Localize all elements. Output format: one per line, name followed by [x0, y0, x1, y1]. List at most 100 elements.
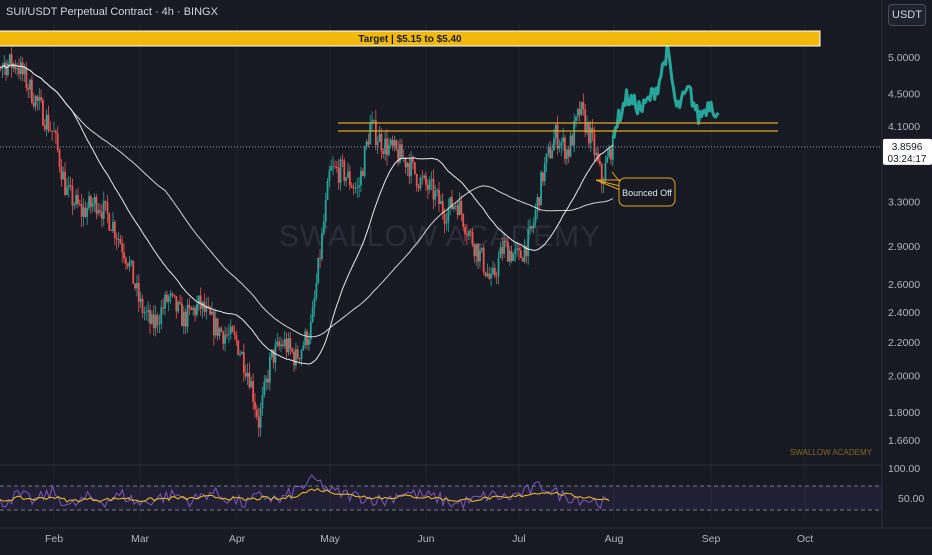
price-axis-tick: 2.0000: [888, 370, 920, 382]
candle-body: [575, 116, 577, 121]
current-price-value: 3.8596: [892, 142, 923, 153]
candle-body: [47, 114, 50, 131]
candle-body: [192, 307, 195, 310]
rsi-line: [0, 474, 610, 510]
candle-body: [186, 304, 189, 327]
candle-body: [578, 108, 581, 115]
candle-body: [84, 207, 87, 217]
candle-body: [608, 148, 610, 157]
price-axis-tick: 2.4000: [888, 307, 920, 319]
candle-body: [404, 157, 407, 168]
candle-body: [23, 67, 26, 75]
candle-body: [257, 416, 260, 428]
brand-label: SWALLOW ACADEMY: [790, 448, 873, 457]
candle-body: [101, 212, 103, 219]
time-axis-label: Oct: [797, 533, 813, 545]
candle-body: [167, 296, 170, 302]
candle-body: [171, 293, 174, 295]
candle-body: [149, 309, 151, 324]
candle-body: [395, 140, 398, 150]
candle-body: [291, 348, 294, 352]
candle-body: [547, 147, 550, 154]
candle-body: [347, 171, 349, 178]
time-axis-label: May: [320, 533, 341, 545]
candle-body: [259, 407, 262, 428]
candle-body: [345, 177, 348, 181]
candle-body: [43, 125, 46, 130]
time-axis-label: Sep: [702, 533, 721, 545]
candle-body: [361, 171, 364, 177]
candle-body: [7, 63, 9, 75]
candle-body: [226, 334, 228, 336]
candle-body: [367, 141, 370, 145]
callout-box[interactable]: [618, 177, 676, 207]
candle-body: [408, 163, 411, 177]
candle-body: [564, 137, 566, 159]
candle-body: [281, 344, 284, 346]
candle-body: [516, 248, 519, 250]
candle-body: [580, 101, 583, 115]
candle-body: [374, 120, 377, 146]
candle-body: [602, 181, 605, 184]
candle-body: [197, 295, 200, 304]
candle-body: [350, 185, 353, 188]
candle-body: [196, 303, 198, 315]
candle-body: [360, 171, 362, 186]
target-zone-box[interactable]: [0, 30, 821, 47]
candle-body: [49, 130, 52, 132]
candle-body: [12, 63, 15, 68]
candle-body: [62, 171, 65, 180]
candle-body: [569, 135, 572, 157]
candle-body: [270, 349, 273, 358]
candle-body: [376, 141, 379, 146]
candle-body: [296, 349, 299, 359]
candle-body: [235, 334, 238, 341]
candle-body: [530, 226, 533, 229]
candle-body: [16, 68, 19, 70]
candle-body: [410, 158, 413, 177]
candle-body: [14, 63, 17, 70]
candle-body: [453, 206, 455, 209]
candle-body: [214, 318, 217, 336]
chart-title: SUI/USDT Perpetual Contract · 4h · BINGX: [6, 6, 218, 18]
candle-body: [389, 139, 392, 145]
price-axis-tick: 2.9000: [888, 241, 920, 253]
candle-body: [484, 271, 487, 277]
candle-body: [132, 260, 135, 284]
candle-body: [445, 222, 448, 224]
currency-selector-button[interactable]: USDT: [888, 4, 926, 26]
candle-body: [499, 247, 502, 258]
candle-body: [150, 314, 153, 324]
candle-body: [436, 189, 439, 192]
candle-body: [78, 204, 81, 205]
candle-body: [145, 311, 148, 313]
candle-body: [382, 151, 385, 154]
candle-body: [324, 199, 327, 223]
candle-body: [244, 372, 247, 377]
candle-body: [565, 149, 568, 159]
candle-body: [75, 195, 78, 205]
candle-body: [371, 120, 374, 123]
candle-body: [128, 261, 131, 267]
candle-body: [343, 160, 346, 181]
candle-body: [295, 349, 297, 366]
candle-body: [406, 163, 409, 168]
candle-body: [587, 122, 590, 144]
candle-body: [335, 166, 338, 168]
candle-body: [604, 162, 607, 182]
candle-body: [573, 120, 576, 146]
candle-body: [373, 120, 375, 122]
candle-body: [34, 96, 37, 107]
candle-body: [317, 257, 320, 284]
candle-body: [567, 149, 570, 157]
candle-body: [326, 181, 329, 200]
candle-body: [551, 150, 553, 159]
callout-label: Bounced Off: [622, 188, 672, 198]
candle-body: [460, 200, 463, 215]
candle-body: [82, 207, 85, 217]
candle-body: [53, 131, 55, 132]
candle-body: [611, 135, 614, 160]
candle-body: [298, 358, 301, 360]
